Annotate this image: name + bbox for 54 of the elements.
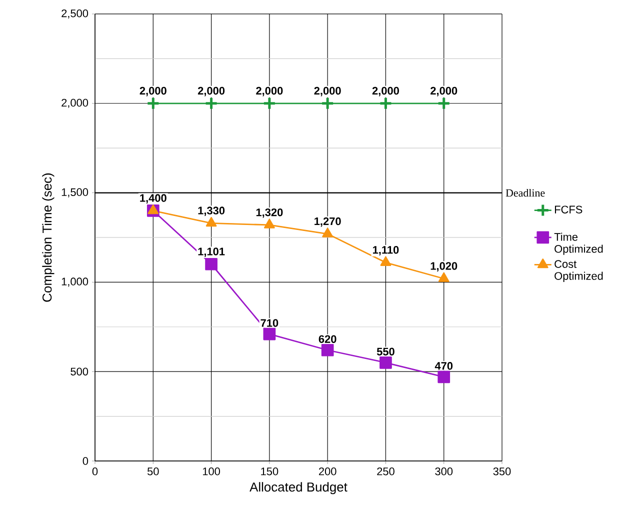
point [206,217,217,227]
legend-label: Time Optimized [554,232,603,255]
point [320,96,334,110]
data-label: 1,330 [198,206,225,216]
point [204,96,218,110]
data-label: 710 [260,319,278,327]
point [205,258,218,270]
data-label: 2,000 [140,86,166,96]
data-label: 1,101 [198,248,225,257]
data-label: 1,270 [314,217,341,227]
point [437,96,451,110]
data-label: 2,000 [372,86,399,96]
x-tick-label: 300 [435,468,453,476]
data-label: 1,400 [140,194,166,204]
data-label: 2,000 [256,86,283,96]
y-tick-label: 1,500 [62,188,88,198]
x-tick-label: 150 [261,468,278,476]
legend-label: Cost Optimized [554,260,603,282]
y-tick-label: 2,500 [62,9,88,19]
data-label: 550 [376,348,394,356]
point [263,328,276,340]
data-label: 1,110 [373,246,399,256]
point [438,272,450,282]
y-tick-label: 0 [82,457,88,465]
data-label: 620 [318,335,336,343]
data-label: 2,000 [314,86,341,96]
x-tick-label: 200 [318,468,336,476]
x-tick-label: 100 [202,468,220,476]
data-label: 1,020 [430,262,458,272]
x-tick-label: 0 [92,468,98,476]
point [321,344,334,356]
point [148,204,159,214]
legend-label: FCFS [554,206,582,214]
y-tick-label: 2,000 [62,98,88,108]
point [262,96,276,110]
y-axis-title: Completion Time (sec) [42,173,54,302]
point [380,356,392,369]
y-tick-label: 500 [70,368,88,376]
point [146,96,160,110]
x-tick-label: 250 [377,468,394,476]
point [438,370,450,384]
data-label: 2,000 [198,86,225,96]
x-tick-label: 50 [147,468,159,476]
data-label: 1,320 [256,208,283,218]
data-label: 2,000 [430,86,458,96]
ref-line-label: Deadline [506,188,545,197]
y-tick-label: 1,000 [62,278,88,287]
point [379,96,392,110]
point [380,256,392,266]
point [322,228,334,238]
x-tick-label: 350 [493,468,511,476]
x-axis-title: Allocated Budget [250,482,348,494]
point [264,218,275,228]
data-label: 470 [434,362,453,370]
